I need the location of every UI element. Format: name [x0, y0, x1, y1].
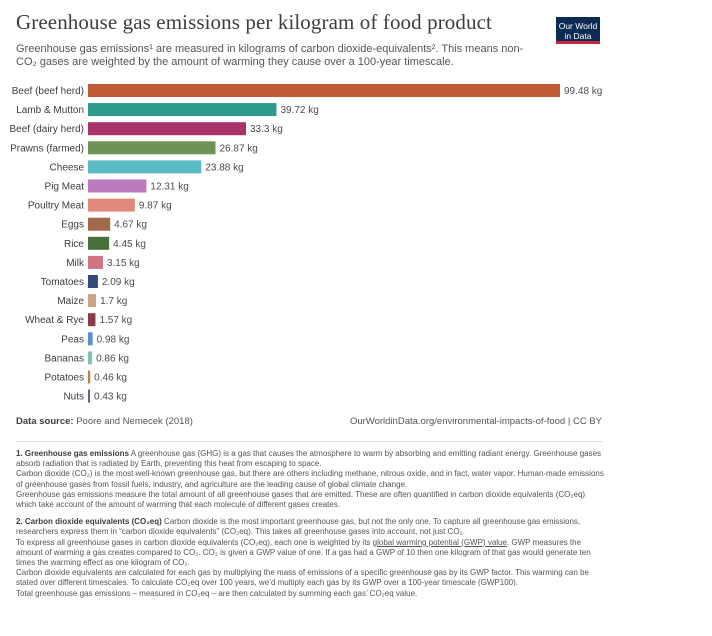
category-label-bananas: Bananas: [45, 353, 84, 364]
category-label-wheat-rye: Wheat & Rye: [25, 315, 84, 326]
source-text: Poore and Nemecek (2018): [76, 416, 193, 427]
category-label-lamb-mutton: Lamb & Mutton: [16, 105, 84, 116]
owid-logo[interactable]: Our World in Data: [556, 17, 600, 44]
bar-rice[interactable]: [88, 236, 110, 250]
footnote-2-text-b1: To express all greenhouse gases in carbo…: [16, 537, 371, 547]
value-label-eggs: 4.67 kg: [114, 220, 147, 231]
bar-tomatoes[interactable]: [88, 275, 98, 288]
category-label-poultry-meat: Poultry Meat: [28, 201, 84, 212]
bar-bananas[interactable]: [88, 351, 93, 365]
value-label-pig-meat: 12.31 kg: [150, 182, 188, 193]
value-label-nuts: 0.43 kg: [94, 392, 127, 403]
bar-maize[interactable]: [88, 294, 97, 308]
footnote-1-text-b: Carbon dioxide (CO₂) is the most well-kn…: [16, 469, 604, 489]
category-label-rice: Rice: [64, 239, 84, 250]
footnote-1: 1. Greenhouse gas emissions A greenhouse…: [16, 449, 606, 510]
footnote-2-text-a: Carbon dioxide is the most important gre…: [16, 517, 581, 537]
footnote-1-text-c: Greenhouse gas emissions measure the tot…: [16, 489, 586, 510]
value-label-lamb-mutton: 39.72 kg: [280, 105, 318, 116]
bar-beef-beef-herd[interactable]: [88, 84, 560, 97]
category-label-peas: Peas: [61, 334, 84, 345]
data-source: Data source: Poore and Nemecek (2018): [16, 416, 193, 427]
value-label-rice: 4.45 kg: [113, 239, 146, 250]
value-label-maize: 1.7 kg: [100, 296, 127, 307]
category-label-milk: Milk: [66, 258, 85, 269]
category-label-beef-beef-herd: Beef (beef herd): [12, 86, 84, 97]
category-label-maize: Maize: [57, 296, 84, 307]
value-label-beef-beef-herd: 99.48 kg: [564, 86, 602, 97]
bar-pig-meat[interactable]: [88, 179, 147, 193]
chart-title: Greenhouse gas emissions per kilogram of…: [16, 10, 492, 34]
footnote-1-text-a: A greenhouse gas (GHG) is a gas that cau…: [16, 449, 602, 469]
category-label-beef-dairy-herd: Beef (dairy herd): [10, 124, 84, 135]
bar-nuts[interactable]: [88, 389, 91, 403]
source-label: Data source:: [16, 416, 74, 427]
category-label-eggs: Eggs: [61, 220, 84, 231]
value-label-poultry-meat: 9.87 kg: [139, 201, 172, 212]
value-label-wheat-rye: 1.57 kg: [99, 315, 132, 326]
bar-lamb-mutton[interactable]: [88, 103, 277, 117]
category-label-nuts: Nuts: [63, 392, 84, 403]
bar-milk[interactable]: [88, 255, 103, 269]
bar-beef-dairy-herd[interactable]: [88, 122, 246, 136]
value-label-peas: 0.98 kg: [97, 334, 130, 345]
bar-eggs[interactable]: [88, 217, 111, 231]
footnote-1-heading: 1. Greenhouse gas emissions: [16, 449, 129, 458]
bar-chart: Beef (beef herd) 99.48 kg Lamb & Mutton 39.…: [10, 84, 602, 403]
chart-subtitle: Greenhouse gas emissions¹ are measured i…: [16, 43, 524, 68]
value-label-prawns-farmed: 26.87 kg: [219, 143, 257, 154]
value-label-milk: 3.15 kg: [107, 258, 140, 269]
footnote-2-text-b2: . GWP measures the amount of warming a g…: [16, 537, 591, 568]
category-label-potatoes: Potatoes: [45, 373, 84, 384]
category-label-pig-meat: Pig Meat: [45, 182, 85, 193]
value-label-bananas: 0.86 kg: [96, 353, 129, 364]
bar-wheat-rye[interactable]: [88, 313, 96, 327]
source-url[interactable]: OurWorldinData.org/environmental-impacts…: [349, 416, 602, 427]
logo-line-2: in Data: [564, 31, 592, 41]
footer-divider: [16, 441, 602, 442]
footnote-2-heading: 2. Carbon dioxide equivalents (CO₂eq): [16, 517, 162, 527]
category-label-prawns-farmed: Prawns (farmed): [10, 143, 84, 154]
footnote-2-text-c: Carbon dioxide equivalents are calculate…: [16, 568, 589, 588]
bar-peas[interactable]: [88, 332, 93, 346]
value-label-cheese: 23.88 kg: [205, 162, 243, 173]
category-label-cheese: Cheese: [50, 162, 85, 173]
gwp-link[interactable]: global warming potential (GWP) value: [372, 537, 507, 547]
footnotes: 1. Greenhouse gas emissions A greenhouse…: [16, 449, 606, 606]
bar-potatoes[interactable]: [88, 370, 91, 384]
bar-cheese[interactable]: [88, 160, 202, 174]
value-label-tomatoes: 2.09 kg: [102, 277, 135, 288]
category-label-tomatoes: Tomatoes: [41, 277, 84, 288]
bar-prawns-farmed[interactable]: [88, 141, 216, 155]
footnote-2-text-d: Total greenhouse gas emissions – measure…: [16, 588, 418, 598]
bar-poultry-meat[interactable]: [88, 198, 135, 212]
logo-line-1: Our World: [558, 21, 598, 31]
footnote-2: 2. Carbon dioxide equivalents (CO₂eq) Ca…: [16, 517, 606, 599]
value-label-beef-dairy-herd: 33.3 kg: [250, 124, 283, 135]
value-label-potatoes: 0.46 kg: [94, 373, 127, 384]
